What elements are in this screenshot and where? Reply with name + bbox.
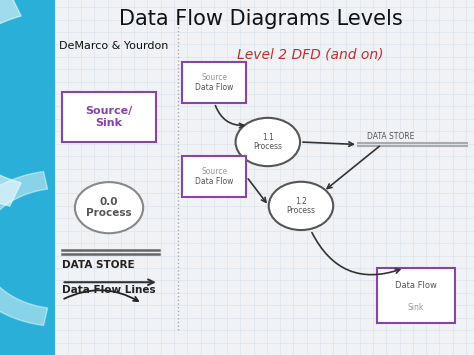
Circle shape — [75, 182, 143, 233]
FancyBboxPatch shape — [62, 92, 156, 142]
Text: Level 2 DFD (and on): Level 2 DFD (and on) — [237, 48, 383, 62]
Text: 1.2: 1.2 — [295, 197, 307, 206]
Polygon shape — [0, 171, 47, 326]
Text: Source: Source — [201, 73, 228, 82]
FancyArrowPatch shape — [64, 290, 138, 301]
Text: DeMarco & Yourdon: DeMarco & Yourdon — [59, 41, 169, 51]
Polygon shape — [0, 0, 21, 206]
FancyArrowPatch shape — [312, 233, 400, 275]
FancyBboxPatch shape — [377, 268, 455, 323]
Text: Sink: Sink — [408, 303, 424, 312]
FancyBboxPatch shape — [0, 0, 55, 355]
Text: Data Flow Lines: Data Flow Lines — [62, 285, 155, 295]
Text: 1.1: 1.1 — [262, 133, 274, 142]
Text: Source/
Sink: Source/ Sink — [85, 106, 133, 128]
FancyBboxPatch shape — [182, 62, 246, 103]
Text: Data Flow: Data Flow — [395, 281, 437, 290]
Text: 0.0
Process: 0.0 Process — [86, 197, 132, 218]
FancyBboxPatch shape — [182, 156, 246, 197]
Text: DATA STORE: DATA STORE — [367, 132, 415, 141]
Text: DATA STORE: DATA STORE — [62, 260, 134, 270]
Text: Data Flow Diagrams Levels: Data Flow Diagrams Levels — [119, 9, 402, 29]
Text: Data Flow: Data Flow — [195, 178, 234, 186]
Text: Data Flow: Data Flow — [195, 83, 234, 92]
FancyArrowPatch shape — [215, 105, 244, 128]
Text: Process: Process — [253, 142, 283, 151]
Text: Process: Process — [286, 206, 316, 215]
Circle shape — [236, 118, 300, 166]
Text: Source: Source — [201, 167, 228, 176]
Circle shape — [269, 182, 333, 230]
